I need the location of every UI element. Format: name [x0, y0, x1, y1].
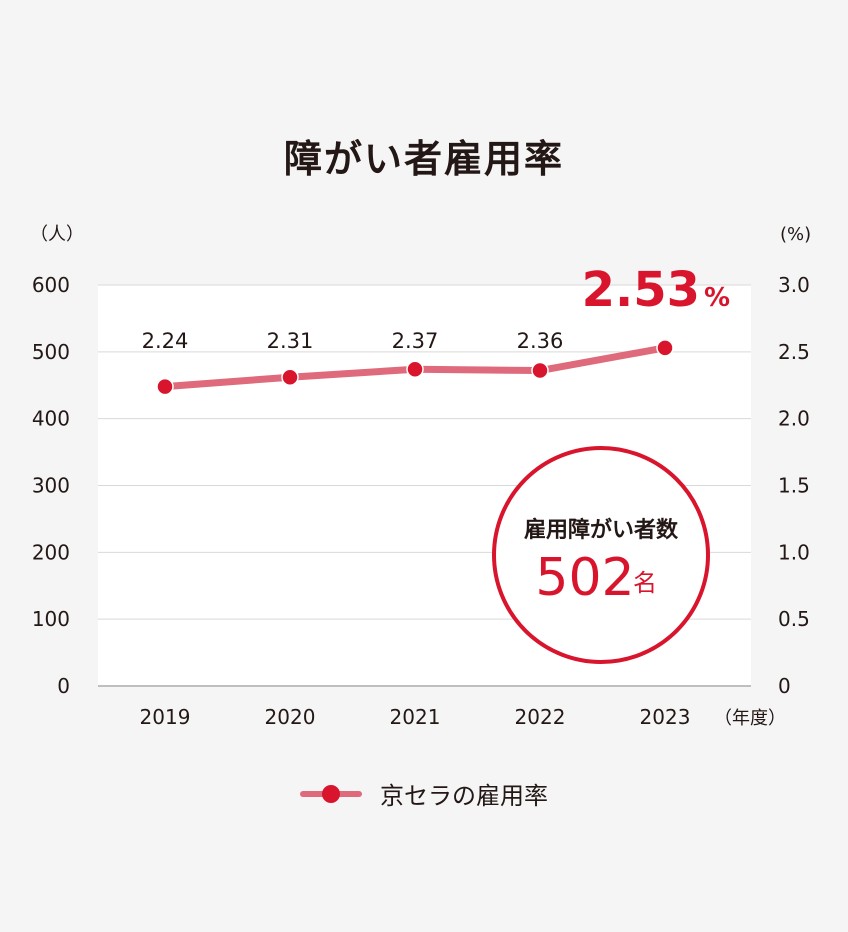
left-axis-unit: （人）: [30, 224, 84, 245]
data-point: [656, 339, 674, 357]
left-tick-label: 200: [32, 540, 70, 564]
badge-value: 502: [535, 548, 634, 608]
right-axis-unit: (%): [780, 224, 811, 245]
x-tick-label: 2021: [390, 705, 441, 729]
x-axis-ticks: 2019 2020 2021 2022 2023: [140, 705, 691, 729]
left-axis-ticks: 0 100 200 300 400 500 600: [32, 273, 70, 698]
badge-circle: [492, 446, 710, 664]
x-tick-label: 2019: [140, 705, 191, 729]
highlight-value: 2.53: [582, 262, 700, 318]
legend-swatch: [300, 783, 362, 805]
employee-count-badge: 雇用障がい者数 502 名: [492, 446, 710, 664]
right-tick-label: 1.0: [778, 540, 810, 564]
data-point: [406, 360, 424, 378]
right-tick-label: 0.5: [778, 607, 810, 631]
right-tick-label: 0: [778, 674, 791, 698]
right-tick-label: 3.0: [778, 273, 810, 297]
left-tick-label: 100: [32, 607, 70, 631]
left-tick-label: 500: [32, 340, 70, 364]
x-tick-label: 2023: [640, 705, 691, 729]
highlight-unit: %: [704, 283, 730, 313]
left-tick-label: 300: [32, 474, 70, 498]
legend-label: 京セラの雇用率: [380, 782, 548, 810]
right-tick-label: 2.5: [778, 340, 810, 364]
data-point: [531, 361, 549, 380]
data-point: [156, 377, 174, 396]
badge-unit: 名: [633, 569, 657, 597]
data-point: [281, 368, 299, 386]
legend-dot: [322, 784, 340, 803]
legend: 京セラの雇用率: [0, 776, 848, 811]
x-axis-unit: （年度）: [714, 708, 786, 729]
series-group: [156, 339, 674, 396]
data-labels: 2.24 2.31 2.37 2.36: [142, 329, 564, 353]
left-tick-label: 600: [32, 273, 70, 297]
data-label: 2.37: [392, 329, 439, 353]
data-label: 2.24: [142, 329, 189, 353]
left-tick-label: 0: [57, 674, 70, 698]
data-label: 2.31: [267, 329, 314, 353]
right-axis-ticks: 0 0.5 1.0 1.5 2.0 2.5 3.0: [778, 273, 810, 698]
badge-heading: 雇用障がい者数: [524, 517, 679, 543]
right-tick-label: 2.0: [778, 407, 810, 431]
x-tick-label: 2020: [265, 705, 316, 729]
left-tick-label: 400: [32, 407, 70, 431]
right-tick-label: 1.5: [778, 474, 810, 498]
chart-title: 障がい者雇用率: [283, 137, 564, 181]
x-tick-label: 2022: [515, 705, 566, 729]
data-label: 2.36: [517, 329, 564, 353]
